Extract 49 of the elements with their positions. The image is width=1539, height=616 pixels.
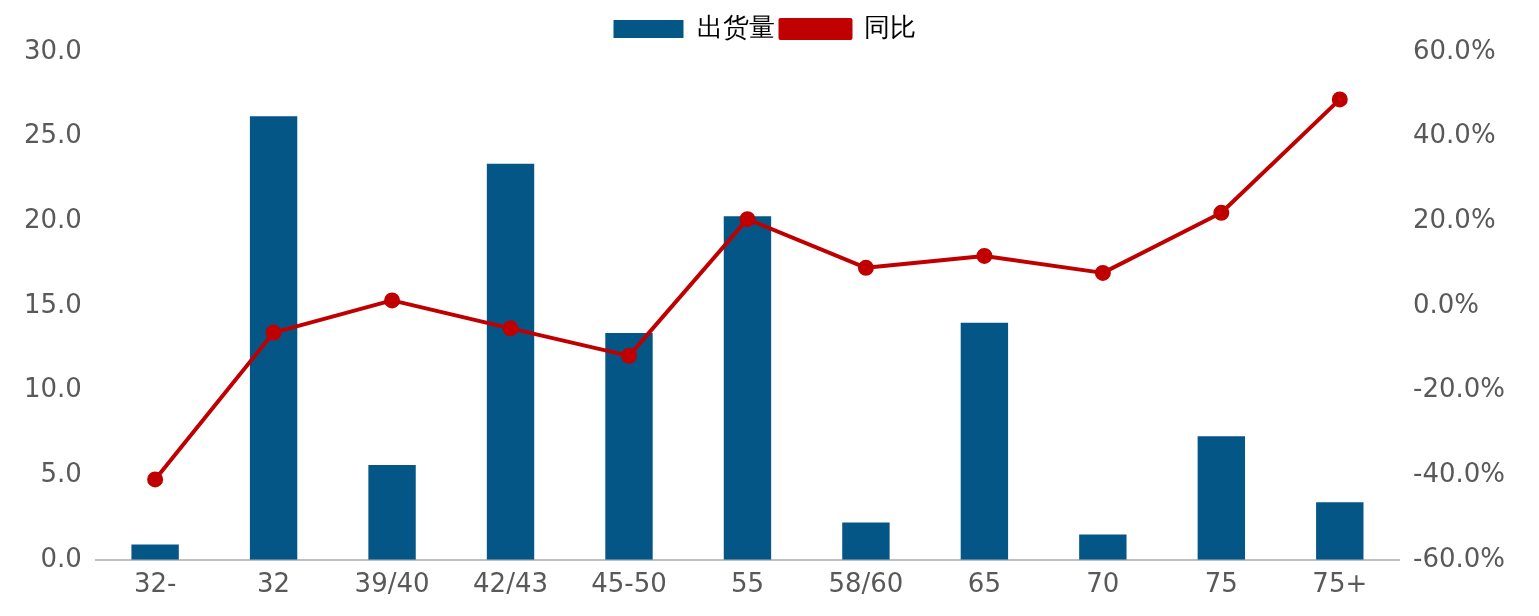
bar — [1197, 436, 1246, 560]
point — [147, 471, 164, 488]
bar — [960, 322, 1009, 560]
x-tick-label: 32- — [133, 568, 177, 599]
x-tick-label: 42/43 — [473, 568, 548, 599]
y2-tick-label: -60.0% — [1413, 542, 1506, 573]
bar — [842, 522, 890, 560]
y2-tick-label: 40.0% — [1413, 119, 1496, 150]
x-tick-label: 75 — [1204, 568, 1238, 599]
legend-label: 同比 — [863, 11, 916, 42]
point — [502, 320, 519, 337]
point — [1331, 91, 1348, 108]
point — [739, 211, 756, 228]
x-tick-label: 32 — [257, 568, 291, 599]
y2-tick-label: 0.0% — [1413, 288, 1480, 319]
y-tick-label: 10.0 — [24, 373, 82, 404]
bar — [486, 163, 535, 560]
x-tick-label: 65 — [967, 568, 1001, 599]
y-tick-label: 30.0 — [24, 34, 82, 65]
point — [857, 259, 874, 276]
point — [1094, 264, 1111, 281]
bar — [131, 544, 179, 560]
x-tick-label: 70 — [1086, 568, 1120, 599]
point — [265, 324, 282, 341]
y-tick-label: 0.0 — [40, 542, 82, 573]
x-tick-label: 39/40 — [354, 568, 430, 599]
y2-tick-label: 60.0% — [1413, 34, 1496, 65]
point — [1213, 204, 1230, 221]
x-tick-label: 55 — [730, 568, 764, 599]
x-tick-label: 45-50 — [591, 568, 667, 599]
point — [976, 247, 993, 264]
bar — [1316, 502, 1364, 560]
bar — [368, 465, 416, 560]
bar — [723, 216, 772, 560]
point — [384, 292, 401, 309]
y-tick-label: 5.0 — [40, 457, 82, 488]
y2-tick-label: 20.0% — [1413, 204, 1496, 235]
bar — [249, 116, 298, 560]
y-tick-label: 25.0 — [24, 119, 82, 150]
bar — [605, 332, 653, 560]
y-tick-label: 15.0 — [24, 288, 82, 319]
x-tick-label: 58/60 — [828, 568, 904, 599]
bar — [1079, 534, 1127, 560]
point — [620, 347, 637, 364]
y-tick-label: 20.0 — [24, 204, 82, 235]
legend-label: 出货量 — [696, 11, 775, 42]
x-tick-label: 75+ — [1312, 568, 1368, 599]
y2-tick-label: -20.0% — [1413, 373, 1506, 404]
y2-tick-label: -40.0% — [1413, 457, 1506, 488]
